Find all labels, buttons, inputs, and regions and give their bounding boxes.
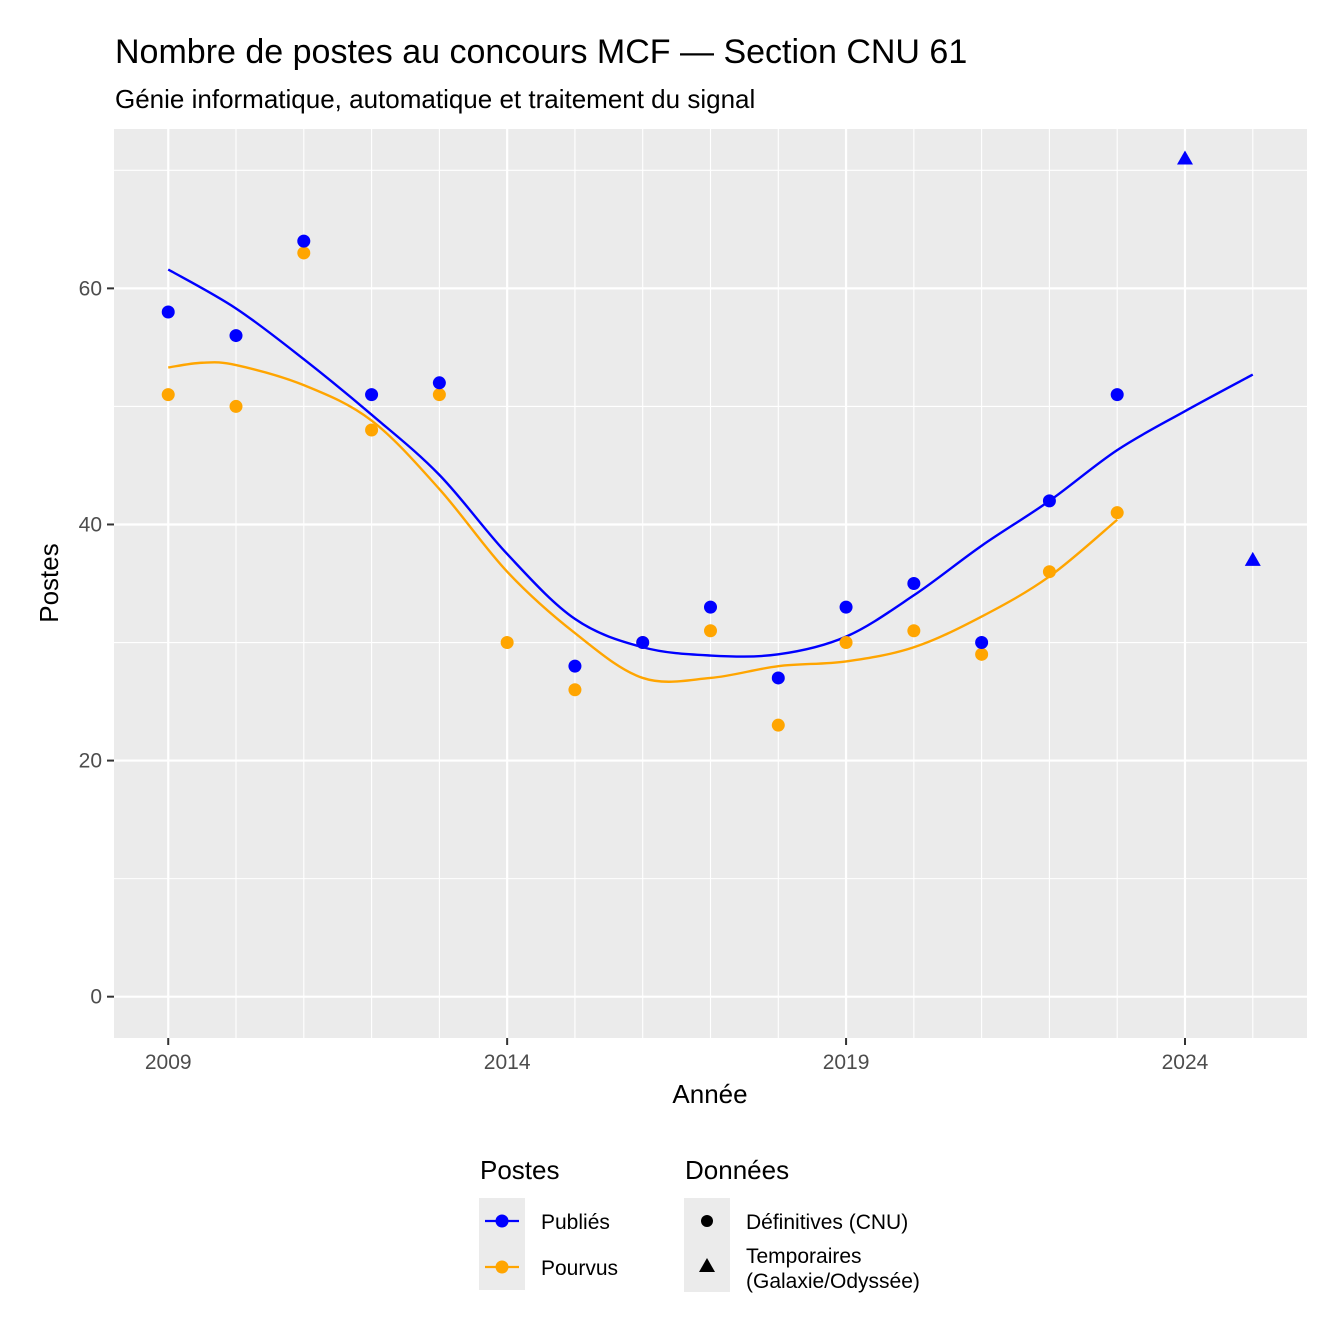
chart-title: Nombre de postes au concours MCF — Secti… xyxy=(115,33,967,71)
point-pourvus-2011 xyxy=(297,246,311,260)
smooth-line-publies xyxy=(167,268,1254,658)
point-pourvus-2010 xyxy=(229,399,243,413)
point-pourvus-2012 xyxy=(365,423,379,437)
smooth-curves xyxy=(167,268,1254,683)
legend-donnees-title: Données xyxy=(685,1155,789,1185)
legend-donnees-key-background xyxy=(684,1198,730,1292)
point-publies-2013 xyxy=(432,376,446,390)
data-points xyxy=(161,150,1261,732)
x-tick-label: 2019 xyxy=(823,1051,870,1074)
point-publies-2018 xyxy=(771,671,785,685)
point-pourvus-2013 xyxy=(432,388,446,402)
x-tick-label: 2014 xyxy=(484,1051,531,1074)
legend-postes-title: Postes xyxy=(480,1155,560,1185)
grid-lines xyxy=(114,129,1307,1038)
point-pourvus-2019 xyxy=(839,636,853,650)
legend-temporaires-marker xyxy=(699,1258,715,1272)
point-publies-2009 xyxy=(161,305,175,319)
point-publies-2021 xyxy=(975,636,989,650)
point-publies-2012 xyxy=(365,388,379,402)
legend-pourvus-marker xyxy=(495,1260,509,1274)
y-tick-label: 0 xyxy=(90,986,102,1009)
point-publies-2010 xyxy=(229,329,243,343)
point-pourvus-2023 xyxy=(1110,506,1124,520)
legend-temporaires-label-line2: (Galaxie/Odyssée) xyxy=(746,1270,920,1293)
legend-publies-label: Publiés xyxy=(541,1211,610,1234)
point-publies-2011 xyxy=(297,234,311,248)
legend-definitives-marker xyxy=(701,1215,713,1227)
legend-definitives-label: Définitives (CNU) xyxy=(746,1211,908,1234)
point-publies-2025 xyxy=(1244,551,1261,566)
point-pourvus-2009 xyxy=(161,388,175,402)
legend-donnees: Données Définitives (CNU) Temporaires (G… xyxy=(684,1155,920,1293)
point-publies-2022 xyxy=(1042,494,1056,508)
legend-pourvus-label: Pourvus xyxy=(541,1257,618,1280)
x-axis-title: Année xyxy=(672,1079,747,1109)
point-pourvus-2018 xyxy=(771,718,785,732)
y-tick-label: 20 xyxy=(79,750,102,773)
point-pourvus-2014 xyxy=(500,636,514,650)
axes: 2009 2014 2019 2024 0 20 40 60 xyxy=(79,277,1209,1074)
point-pourvus-2020 xyxy=(907,624,921,638)
point-pourvus-2015 xyxy=(568,683,582,697)
x-tick-label: 2024 xyxy=(1162,1051,1209,1074)
point-pourvus-2021 xyxy=(975,647,989,661)
point-pourvus-2022 xyxy=(1042,565,1056,579)
legend-publies-marker xyxy=(495,1214,509,1228)
point-publies-2024 xyxy=(1176,150,1193,165)
legend-postes-key-background xyxy=(479,1198,525,1290)
y-tick-label: 40 xyxy=(79,513,102,536)
point-publies-2017 xyxy=(704,600,717,614)
point-publies-2023 xyxy=(1110,388,1124,402)
point-publies-2016 xyxy=(636,636,650,650)
smooth-line-pourvus xyxy=(168,361,1118,683)
legend-temporaires-label-line1: Temporaires xyxy=(746,1245,862,1268)
x-tick-label: 2009 xyxy=(145,1051,192,1074)
point-publies-2020 xyxy=(907,577,921,590)
chart-subtitle: Génie informatique, automatique et trait… xyxy=(115,84,755,114)
point-publies-2015 xyxy=(568,659,582,673)
legend-postes: Postes Publiés Pourvus xyxy=(479,1155,618,1290)
point-pourvus-2017 xyxy=(704,624,717,638)
y-tick-label: 60 xyxy=(79,277,102,300)
point-publies-2019 xyxy=(839,600,853,614)
y-axis-title: Postes xyxy=(34,543,64,623)
